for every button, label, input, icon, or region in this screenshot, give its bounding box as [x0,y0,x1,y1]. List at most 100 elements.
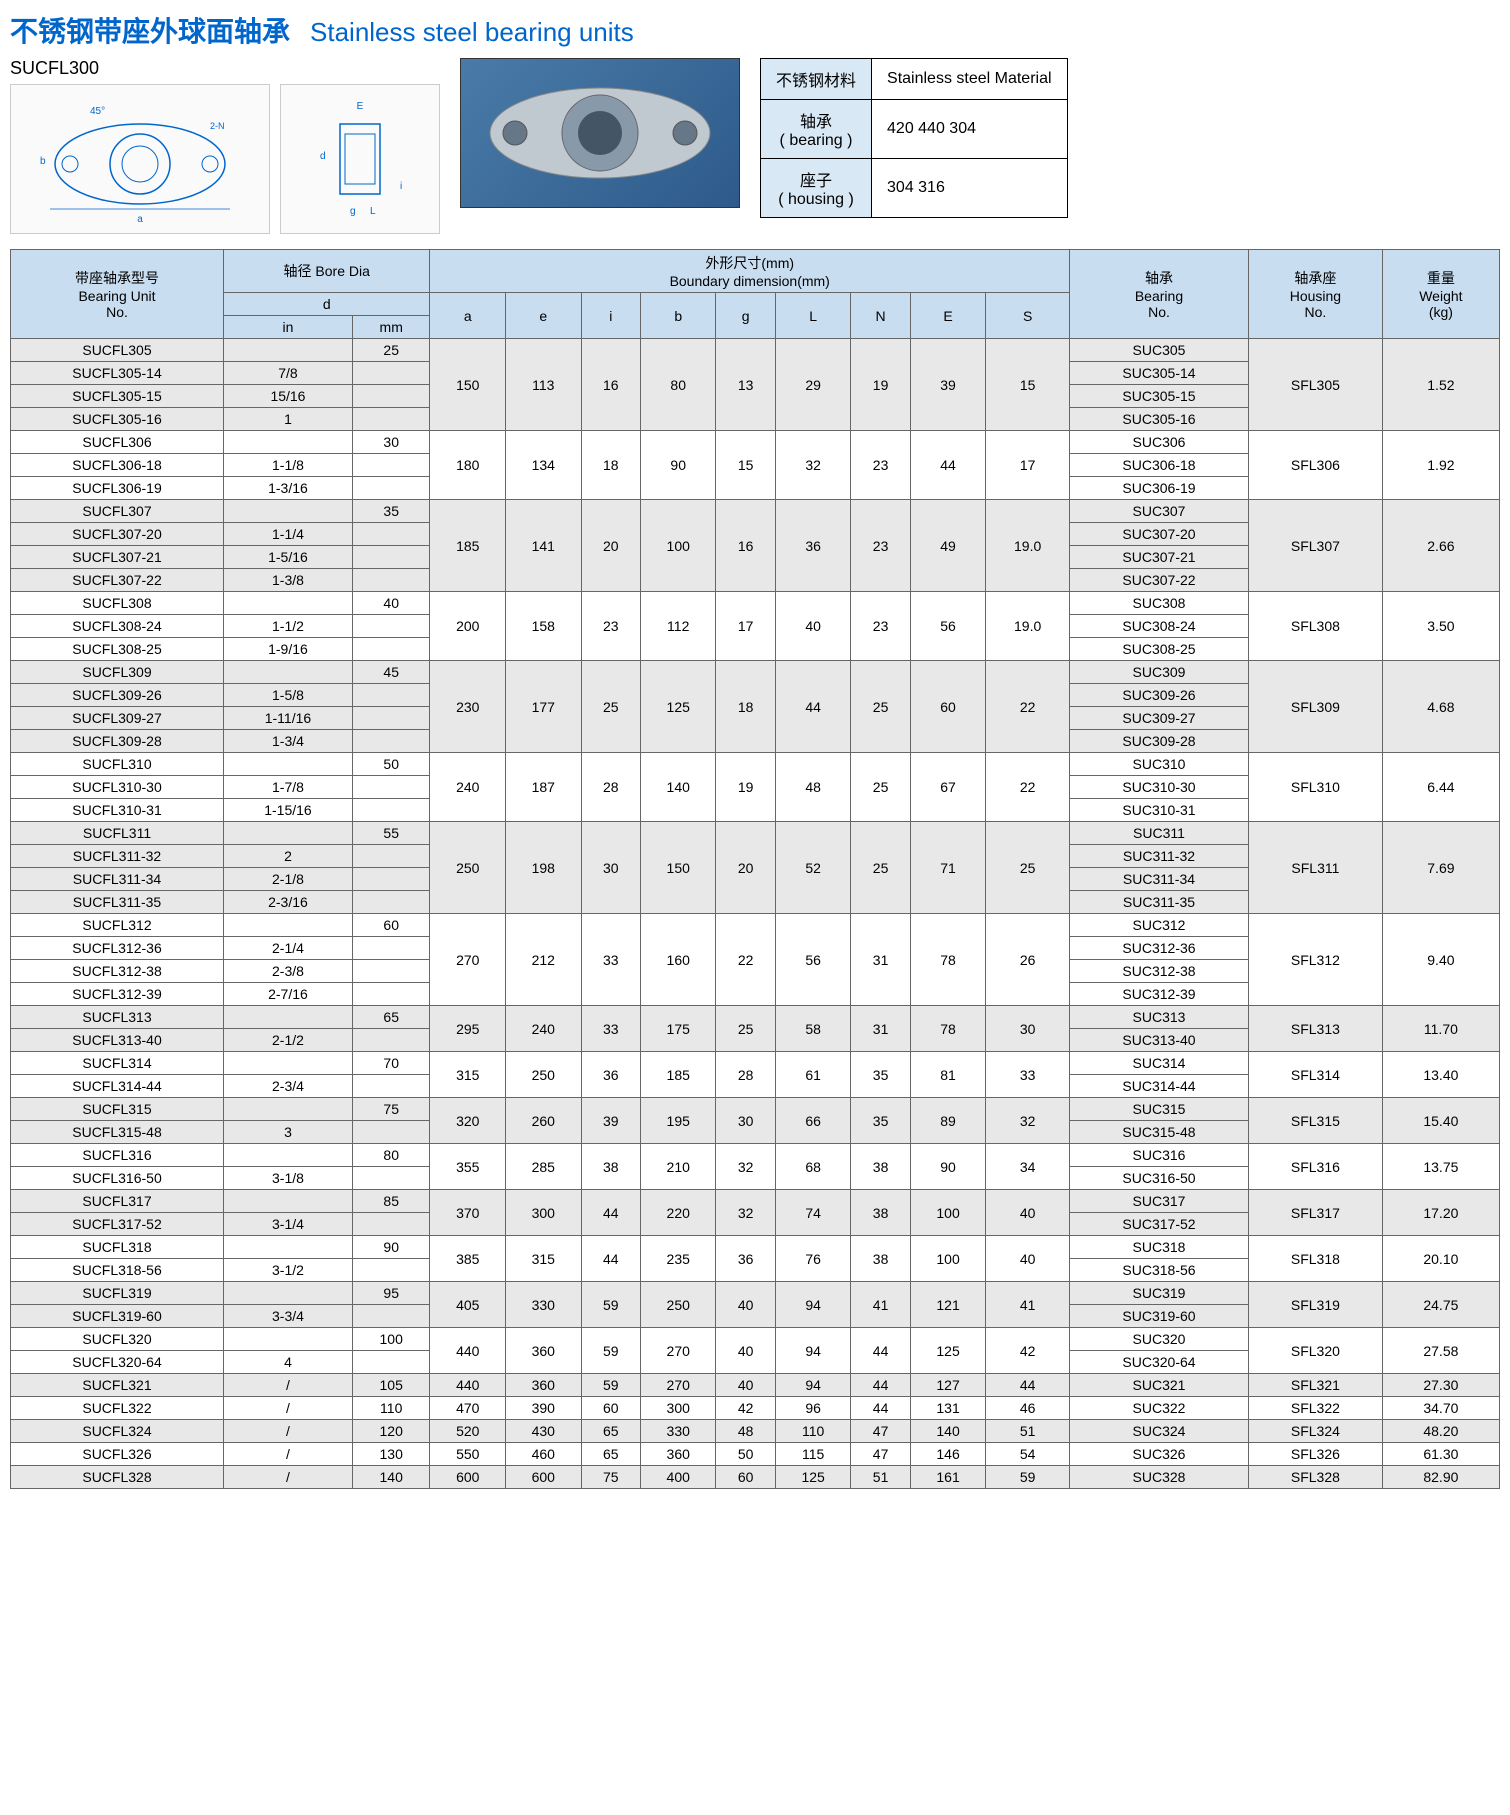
cell-mm [352,1167,430,1190]
cell-mm [352,730,430,753]
cell-dim: 25 [851,753,910,822]
svg-text:a: a [137,214,143,224]
header-section: SUCFL300 a b 45° 2-N [10,58,1500,234]
cell-dim: 75 [581,1466,640,1489]
cell-in [224,1190,353,1213]
cell-dim: 141 [506,500,582,592]
housing-materials: 304 316 [872,159,1068,218]
cell-dim: 20 [581,500,640,592]
cell-in: 1-7/8 [224,776,353,799]
cell-mm: 40 [352,592,430,615]
cell-in: 2-3/4 [224,1075,353,1098]
cell-in: 2-1/8 [224,868,353,891]
cell-dim: 405 [430,1282,506,1328]
model-diagrams: SUCFL300 a b 45° 2-N [10,58,440,234]
cell-bearing-no: SUC313-40 [1069,1029,1248,1052]
cell-in [224,1098,353,1121]
cell-dim: 300 [506,1190,582,1236]
svg-text:L: L [370,206,376,217]
cell-dim: 30 [986,1006,1070,1052]
cell-dim: 80 [640,339,716,431]
cell-mm: 100 [352,1328,430,1351]
cell-dim: 29 [775,339,851,431]
cell-in [224,592,353,615]
cell-dim: 33 [986,1052,1070,1098]
cell-mm [352,1259,430,1282]
cell-dim: 66 [775,1098,851,1144]
cell-weight: 27.30 [1382,1374,1499,1397]
svg-text:E: E [357,101,364,112]
title-english: Stainless steel bearing units [310,17,634,48]
cell-mm: 35 [352,500,430,523]
svg-text:b: b [40,156,46,167]
cell-dim: 44 [910,431,986,500]
cell-dim: 315 [430,1052,506,1098]
col-e: e [506,293,582,339]
cell-dim: 41 [986,1282,1070,1328]
cell-dim: 28 [581,753,640,822]
table-row: SUCFL3052515011316801329193915SUC305SFL3… [11,339,1500,362]
cell-dim: 131 [910,1397,986,1420]
cell-in: / [224,1466,353,1489]
cell-mm [352,546,430,569]
cell-housing-no: SFL309 [1249,661,1383,753]
cell-housing-no: SFL313 [1249,1006,1383,1052]
cell-dim: 125 [775,1466,851,1489]
cell-unit-no: SUCFL312 [11,914,224,937]
cell-in: 1-1/8 [224,454,353,477]
cell-dim: 48 [775,753,851,822]
cell-housing-no: SFL326 [1249,1443,1383,1466]
cell-dim: 110 [775,1420,851,1443]
cell-housing-no: SFL312 [1249,914,1383,1006]
cell-in [224,1282,353,1305]
cell-dim: 36 [775,500,851,592]
cell-bearing-no: SUC309 [1069,661,1248,684]
cell-dim: 35 [851,1098,910,1144]
cell-bearing-no: SUC319 [1069,1282,1248,1305]
cell-mm [352,891,430,914]
cell-unit-no: SUCFL318-56 [11,1259,224,1282]
cell-dim: 38 [851,1236,910,1282]
cell-in [224,1052,353,1075]
cell-weight: 1.52 [1382,339,1499,431]
cell-in: 3-1/4 [224,1213,353,1236]
cell-bearing-no: SUC322 [1069,1397,1248,1420]
cell-dim: 187 [506,753,582,822]
bearing-label: 轴承( bearing ) [761,100,872,159]
cell-mm: 45 [352,661,430,684]
cell-dim: 19 [716,753,775,822]
cell-dim: 32 [716,1190,775,1236]
cell-dim: 49 [910,500,986,592]
cell-unit-no: SUCFL307-21 [11,546,224,569]
cell-dim: 240 [506,1006,582,1052]
cell-in: 1-15/16 [224,799,353,822]
cell-housing-no: SFL307 [1249,500,1383,592]
cell-weight: 4.68 [1382,661,1499,753]
cell-dim: 39 [581,1098,640,1144]
cell-in [224,431,353,454]
cell-in: 1-1/2 [224,615,353,638]
cell-unit-no: SUCFL310-30 [11,776,224,799]
cell-bearing-no: SUC313 [1069,1006,1248,1029]
col-bore: 轴径 Bore Dia [224,250,430,293]
cell-bearing-no: SUC307-20 [1069,523,1248,546]
cell-housing-no: SFL308 [1249,592,1383,661]
cell-unit-no: SUCFL309-28 [11,730,224,753]
cell-unit-no: SUCFL311-34 [11,868,224,891]
cell-unit-no: SUCFL306-19 [11,477,224,500]
cell-dim: 440 [430,1328,506,1374]
cell-dim: 400 [640,1466,716,1489]
cell-unit-no: SUCFL314-44 [11,1075,224,1098]
cell-mm [352,1121,430,1144]
col-S: S [986,293,1070,339]
cell-dim: 315 [506,1236,582,1282]
cell-housing-no: SFL321 [1249,1374,1383,1397]
cell-in: / [224,1374,353,1397]
cell-dim: 210 [640,1144,716,1190]
material-table: 不锈钢材料 Stainless steel Material 轴承( beari… [760,58,1068,218]
cell-weight: 17.20 [1382,1190,1499,1236]
cell-in: 2 [224,845,353,868]
cell-dim: 390 [506,1397,582,1420]
cell-dim: 68 [775,1144,851,1190]
cell-dim: 17 [986,431,1070,500]
